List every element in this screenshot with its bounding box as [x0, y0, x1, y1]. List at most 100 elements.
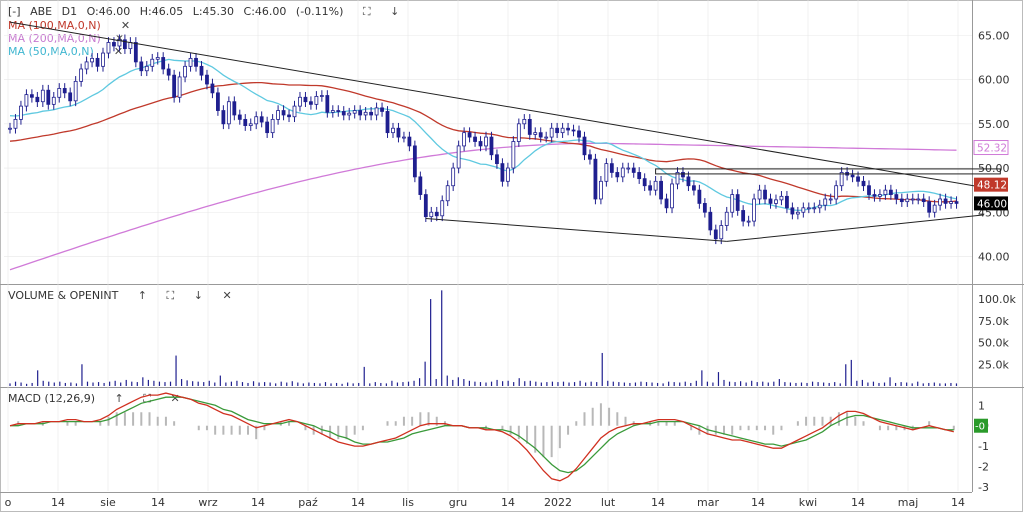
- price-badge: [973, 140, 1009, 156]
- candle-body: [199, 65, 204, 76]
- candle-body: [763, 189, 767, 200]
- macd-axis-label: -1: [978, 440, 989, 453]
- ma200-line: [9, 142, 957, 271]
- candle-body: [423, 194, 428, 218]
- interval-label: D1: [61, 5, 78, 18]
- candle-body: [527, 118, 532, 135]
- candle-body: [232, 101, 237, 116]
- candle-body: [806, 207, 811, 210]
- low-value: L:45.30: [192, 5, 235, 18]
- time-axis-label: 14: [151, 496, 165, 509]
- candle-body: [949, 201, 953, 204]
- maximize-icon[interactable]: ⛶: [362, 5, 371, 18]
- maximize-icon[interactable]: ⛶: [143, 392, 151, 405]
- candle-body: [867, 185, 871, 195]
- candle-body: [303, 96, 308, 103]
- candle-body: [325, 95, 330, 113]
- candle-body: [516, 123, 521, 142]
- macd-line: [9, 392, 954, 482]
- price-badge: [974, 196, 1008, 211]
- candle-body: [254, 116, 259, 125]
- candle-body: [910, 198, 915, 201]
- time-axis-label: 14: [751, 496, 765, 509]
- time-axis-label: gru: [449, 496, 467, 509]
- candle-body: [478, 141, 483, 147]
- candle-body: [899, 198, 904, 203]
- candle-body: [19, 105, 23, 120]
- candle-body: [396, 127, 401, 138]
- candle-body: [598, 180, 603, 200]
- candle-body: [270, 118, 275, 134]
- time-axis-label: 14: [51, 496, 65, 509]
- candle-body: [582, 136, 587, 156]
- price-badge-label: 52.32: [977, 143, 1007, 155]
- candle-body: [166, 68, 171, 76]
- candle-body: [314, 95, 319, 105]
- time-axis-label: paź: [298, 496, 318, 509]
- resistance-trendline: [9, 21, 984, 188]
- maximize-icon[interactable]: ⛶: [166, 289, 175, 302]
- candle-body: [489, 136, 494, 156]
- candle-body: [402, 136, 406, 139]
- candle-body: [336, 110, 341, 112]
- candle-body: [779, 195, 784, 201]
- support-trendline: [726, 214, 984, 242]
- candle-body: [943, 198, 948, 204]
- candle-body: [205, 74, 209, 85]
- candle-body: [73, 80, 78, 102]
- macd-value-badge: [974, 418, 988, 433]
- candle-body: [139, 61, 144, 72]
- close-icon[interactable]: ✕: [113, 45, 124, 58]
- close-icon[interactable]: ✕: [170, 392, 180, 405]
- candle-body: [642, 178, 647, 187]
- arrow-up-icon[interactable]: ↑: [114, 392, 124, 405]
- candle-body: [358, 110, 363, 116]
- candle-body: [29, 94, 34, 98]
- candle-body: [828, 198, 833, 201]
- candle-body: [281, 110, 286, 116]
- candle-body: [418, 176, 423, 195]
- arrow-down-icon[interactable]: ↓: [193, 289, 203, 302]
- candle-body: [79, 68, 84, 82]
- macd-axis-label: -2: [978, 461, 989, 474]
- candle-body: [106, 42, 111, 54]
- arrow-up-icon[interactable]: ↑: [137, 289, 148, 302]
- candle-body: [653, 180, 658, 191]
- candle-body: [888, 189, 893, 195]
- candle-body: [117, 39, 122, 47]
- candle-body: [823, 198, 828, 206]
- macd-value-label: -0: [975, 422, 985, 433]
- candle-body: [216, 92, 220, 111]
- time-axis-label: 14: [251, 496, 265, 509]
- candle-body: [188, 57, 193, 67]
- collapse-toggle[interactable]: [-]: [8, 5, 21, 18]
- candle-body: [194, 57, 198, 67]
- arrow-down-icon[interactable]: ↓: [390, 5, 400, 18]
- candle-body: [697, 189, 702, 204]
- legend-ma100: MA (100,MA,0,N) ✕: [8, 19, 136, 32]
- candle-body: [51, 96, 56, 105]
- candle-body: [177, 76, 182, 98]
- candle-body: [276, 110, 280, 120]
- candle-body: [112, 42, 116, 47]
- candle-body: [566, 127, 570, 131]
- volume-panel-title: VOLUME & OPENINT: [8, 289, 119, 302]
- candle-body: [615, 172, 620, 178]
- candle-body: [648, 185, 653, 191]
- candle-body: [905, 198, 910, 203]
- candle-body: [921, 198, 926, 203]
- macd-panel-title: MACD (12,26,9): [8, 392, 96, 405]
- candle-body: [686, 176, 691, 187]
- candle-body: [894, 194, 899, 200]
- candle-body: [500, 163, 505, 182]
- price-axis-label: 55.00: [978, 118, 1010, 131]
- candle-body: [538, 132, 543, 138]
- candle-body: [692, 185, 696, 191]
- macd-signal-line: [10, 396, 954, 474]
- close-icon[interactable]: ✕: [222, 289, 232, 302]
- close-icon[interactable]: ✕: [120, 19, 131, 32]
- candle-body: [817, 204, 822, 209]
- volume-panel-header: VOLUME & OPENINT ↑ ⛶ ↓ ✕: [8, 289, 238, 303]
